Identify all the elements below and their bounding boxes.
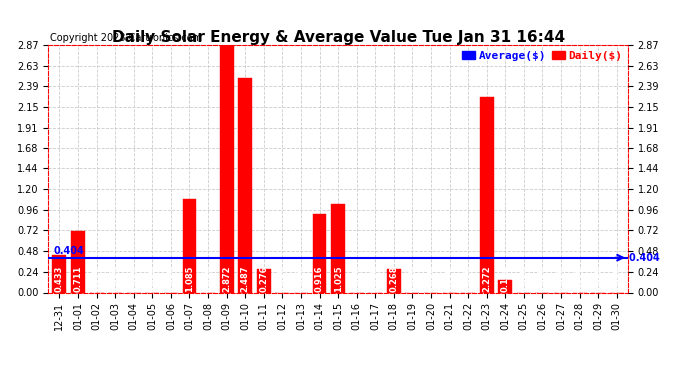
Text: 0.000: 0.000 <box>445 266 454 292</box>
Text: 0.000: 0.000 <box>593 266 602 292</box>
Text: 0.000: 0.000 <box>408 266 417 292</box>
Bar <box>313 213 326 292</box>
Bar <box>52 255 66 292</box>
Text: 0.268: 0.268 <box>389 266 398 292</box>
Bar <box>480 97 493 292</box>
Text: 0.000: 0.000 <box>371 266 380 292</box>
Bar <box>219 45 234 292</box>
Text: 1.085: 1.085 <box>185 266 194 292</box>
Text: 0.000: 0.000 <box>92 266 101 292</box>
Text: 0.433: 0.433 <box>55 266 64 292</box>
Text: 0.276: 0.276 <box>259 266 268 292</box>
Legend: Average($), Daily($): Average($), Daily($) <box>462 51 622 61</box>
Bar <box>71 231 85 292</box>
Text: 0.000: 0.000 <box>204 266 213 292</box>
Bar <box>331 204 345 292</box>
Bar <box>257 269 270 292</box>
Text: 0.404: 0.404 <box>629 253 663 262</box>
Text: 0.000: 0.000 <box>166 266 175 292</box>
Text: 0.000: 0.000 <box>538 266 547 292</box>
Text: 0.000: 0.000 <box>612 266 621 292</box>
Text: 2.872: 2.872 <box>222 266 231 292</box>
Text: 0.000: 0.000 <box>575 266 584 292</box>
Text: 0.000: 0.000 <box>520 266 529 292</box>
Bar <box>498 280 512 292</box>
Text: 0.000: 0.000 <box>129 266 138 292</box>
Text: 0.404: 0.404 <box>54 246 85 256</box>
Text: 0.000: 0.000 <box>278 266 287 292</box>
Text: 0.000: 0.000 <box>464 266 473 292</box>
Bar <box>183 199 197 292</box>
Text: 2.487: 2.487 <box>241 266 250 292</box>
Title: Daily Solar Energy & Average Value Tue Jan 31 16:44: Daily Solar Energy & Average Value Tue J… <box>112 30 564 45</box>
Bar <box>387 269 401 292</box>
Text: 2.272: 2.272 <box>482 266 491 292</box>
Text: 0.711: 0.711 <box>74 266 83 292</box>
Text: 0.144: 0.144 <box>501 266 510 292</box>
Text: 1.025: 1.025 <box>333 266 343 292</box>
Text: 0.000: 0.000 <box>110 266 119 292</box>
Text: 0.000: 0.000 <box>297 266 306 292</box>
Text: 0.000: 0.000 <box>426 266 435 292</box>
Bar <box>238 78 252 292</box>
Text: Copyright 2023 Cartronics.com: Copyright 2023 Cartronics.com <box>50 33 202 42</box>
Text: 0.000: 0.000 <box>352 266 361 292</box>
Text: 0.916: 0.916 <box>315 266 324 292</box>
Text: 0.000: 0.000 <box>148 266 157 292</box>
Text: 0.000: 0.000 <box>557 266 566 292</box>
